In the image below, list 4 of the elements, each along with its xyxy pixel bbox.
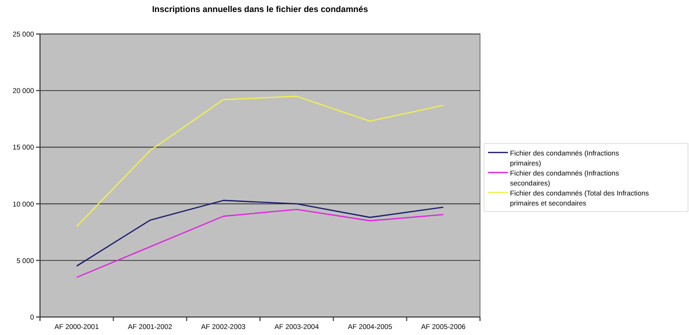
line-series <box>76 208 444 278</box>
line-series <box>76 96 444 228</box>
line-series <box>76 200 444 267</box>
chart-title: Inscriptions annuelles dans le fichier des condamnés <box>152 4 368 14</box>
